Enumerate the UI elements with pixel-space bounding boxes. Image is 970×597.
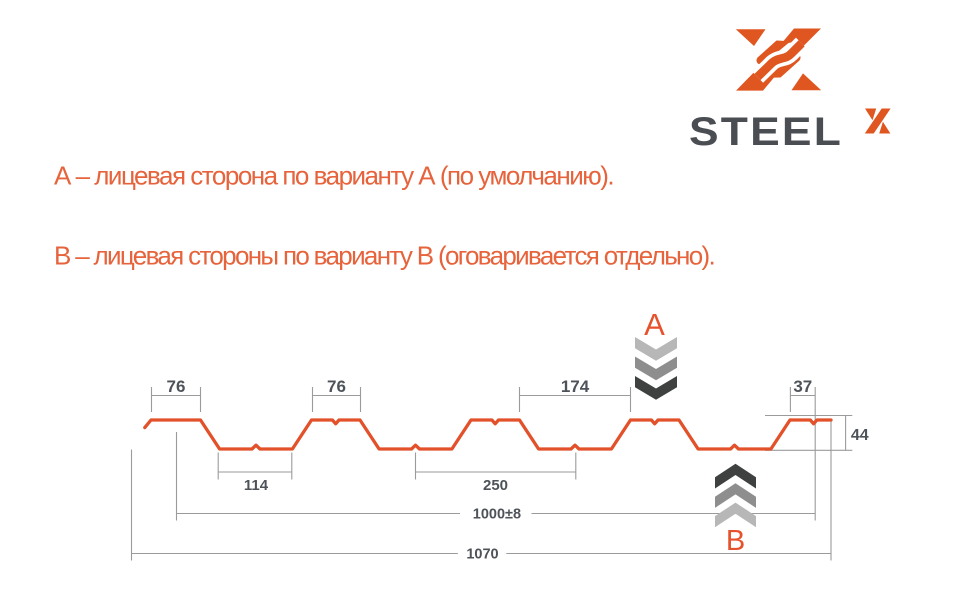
svg-text:1070: 1070 <box>466 547 498 563</box>
svg-text:76: 76 <box>327 377 346 396</box>
svg-text:STEEL: STEEL <box>689 110 843 154</box>
svg-text:44: 44 <box>851 427 869 444</box>
svg-text:250: 250 <box>483 477 508 494</box>
svg-text:B: B <box>726 525 745 557</box>
svg-text:76: 76 <box>167 377 186 396</box>
svg-text:37: 37 <box>793 377 812 396</box>
svg-text:1000±8: 1000±8 <box>473 507 521 523</box>
svg-text:174: 174 <box>561 377 590 396</box>
svg-text:114: 114 <box>244 477 269 494</box>
svg-text:A: A <box>644 307 665 342</box>
svg-text:В – лицевая стороны по вариант: В – лицевая стороны по варианту В (огова… <box>54 241 714 271</box>
svg-text:А – лицевая сторона по вариант: А – лицевая сторона по варианту А (по ум… <box>54 161 613 191</box>
